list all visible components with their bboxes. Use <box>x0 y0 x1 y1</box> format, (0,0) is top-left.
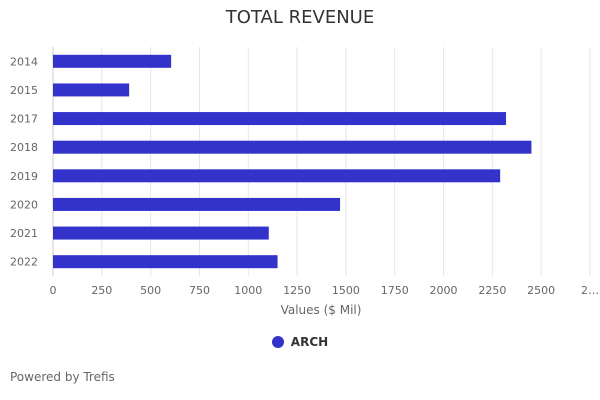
category-labels: 2014 2015 2017 2018 2019 2020 2021 2022 <box>10 55 38 268</box>
category-label: 2019 <box>10 170 38 183</box>
chart-title: TOTAL REVENUE <box>225 7 375 28</box>
x-tick-labels: 0 250 500 750 1000 1250 1500 1750 2000 2250 2500 2… <box>50 284 600 297</box>
credits-link[interactable]: Powered by Trefis <box>10 370 115 384</box>
x-tick-label: 2500 <box>527 284 555 297</box>
legend: ARCH <box>0 335 600 349</box>
legend-marker-icon <box>271 336 284 348</box>
x-tick-label: 1750 <box>381 284 409 297</box>
x-axis-title: Values ($ Mil) <box>281 303 362 317</box>
x-tick-label: 2000 <box>430 284 458 297</box>
gridlines <box>52 47 591 276</box>
bar-2019[interactable] <box>53 169 501 183</box>
x-tick-label: 1000 <box>234 284 262 297</box>
legend-label: ARCH <box>290 335 329 349</box>
legend-item-arch[interactable]: ARCH <box>271 335 329 349</box>
bar-2018[interactable] <box>53 140 532 154</box>
x-tick-label: 750 <box>189 284 210 297</box>
bar-2020[interactable] <box>53 197 341 211</box>
x-tick-label: 2… <box>581 284 599 297</box>
bars <box>53 54 532 269</box>
bar-2022[interactable] <box>53 255 278 269</box>
x-tick-label: 2250 <box>478 284 506 297</box>
x-tick-label: 1250 <box>283 284 311 297</box>
bar-2017[interactable] <box>53 112 507 126</box>
category-label: 2021 <box>10 227 38 240</box>
bar-2021[interactable] <box>53 226 269 240</box>
bar-2014[interactable] <box>53 54 172 68</box>
x-tick-label: 250 <box>91 284 112 297</box>
category-label: 2017 <box>10 113 38 126</box>
x-tick-label: 0 <box>50 284 57 297</box>
category-label: 2022 <box>10 256 38 269</box>
category-label: 2020 <box>10 198 38 211</box>
category-label: 2014 <box>10 55 38 68</box>
x-tick-label: 1500 <box>332 284 360 297</box>
x-tick-label: 500 <box>140 284 161 297</box>
category-label: 2015 <box>10 84 38 97</box>
bar-2015[interactable] <box>53 83 130 97</box>
category-label: 2018 <box>10 141 38 154</box>
